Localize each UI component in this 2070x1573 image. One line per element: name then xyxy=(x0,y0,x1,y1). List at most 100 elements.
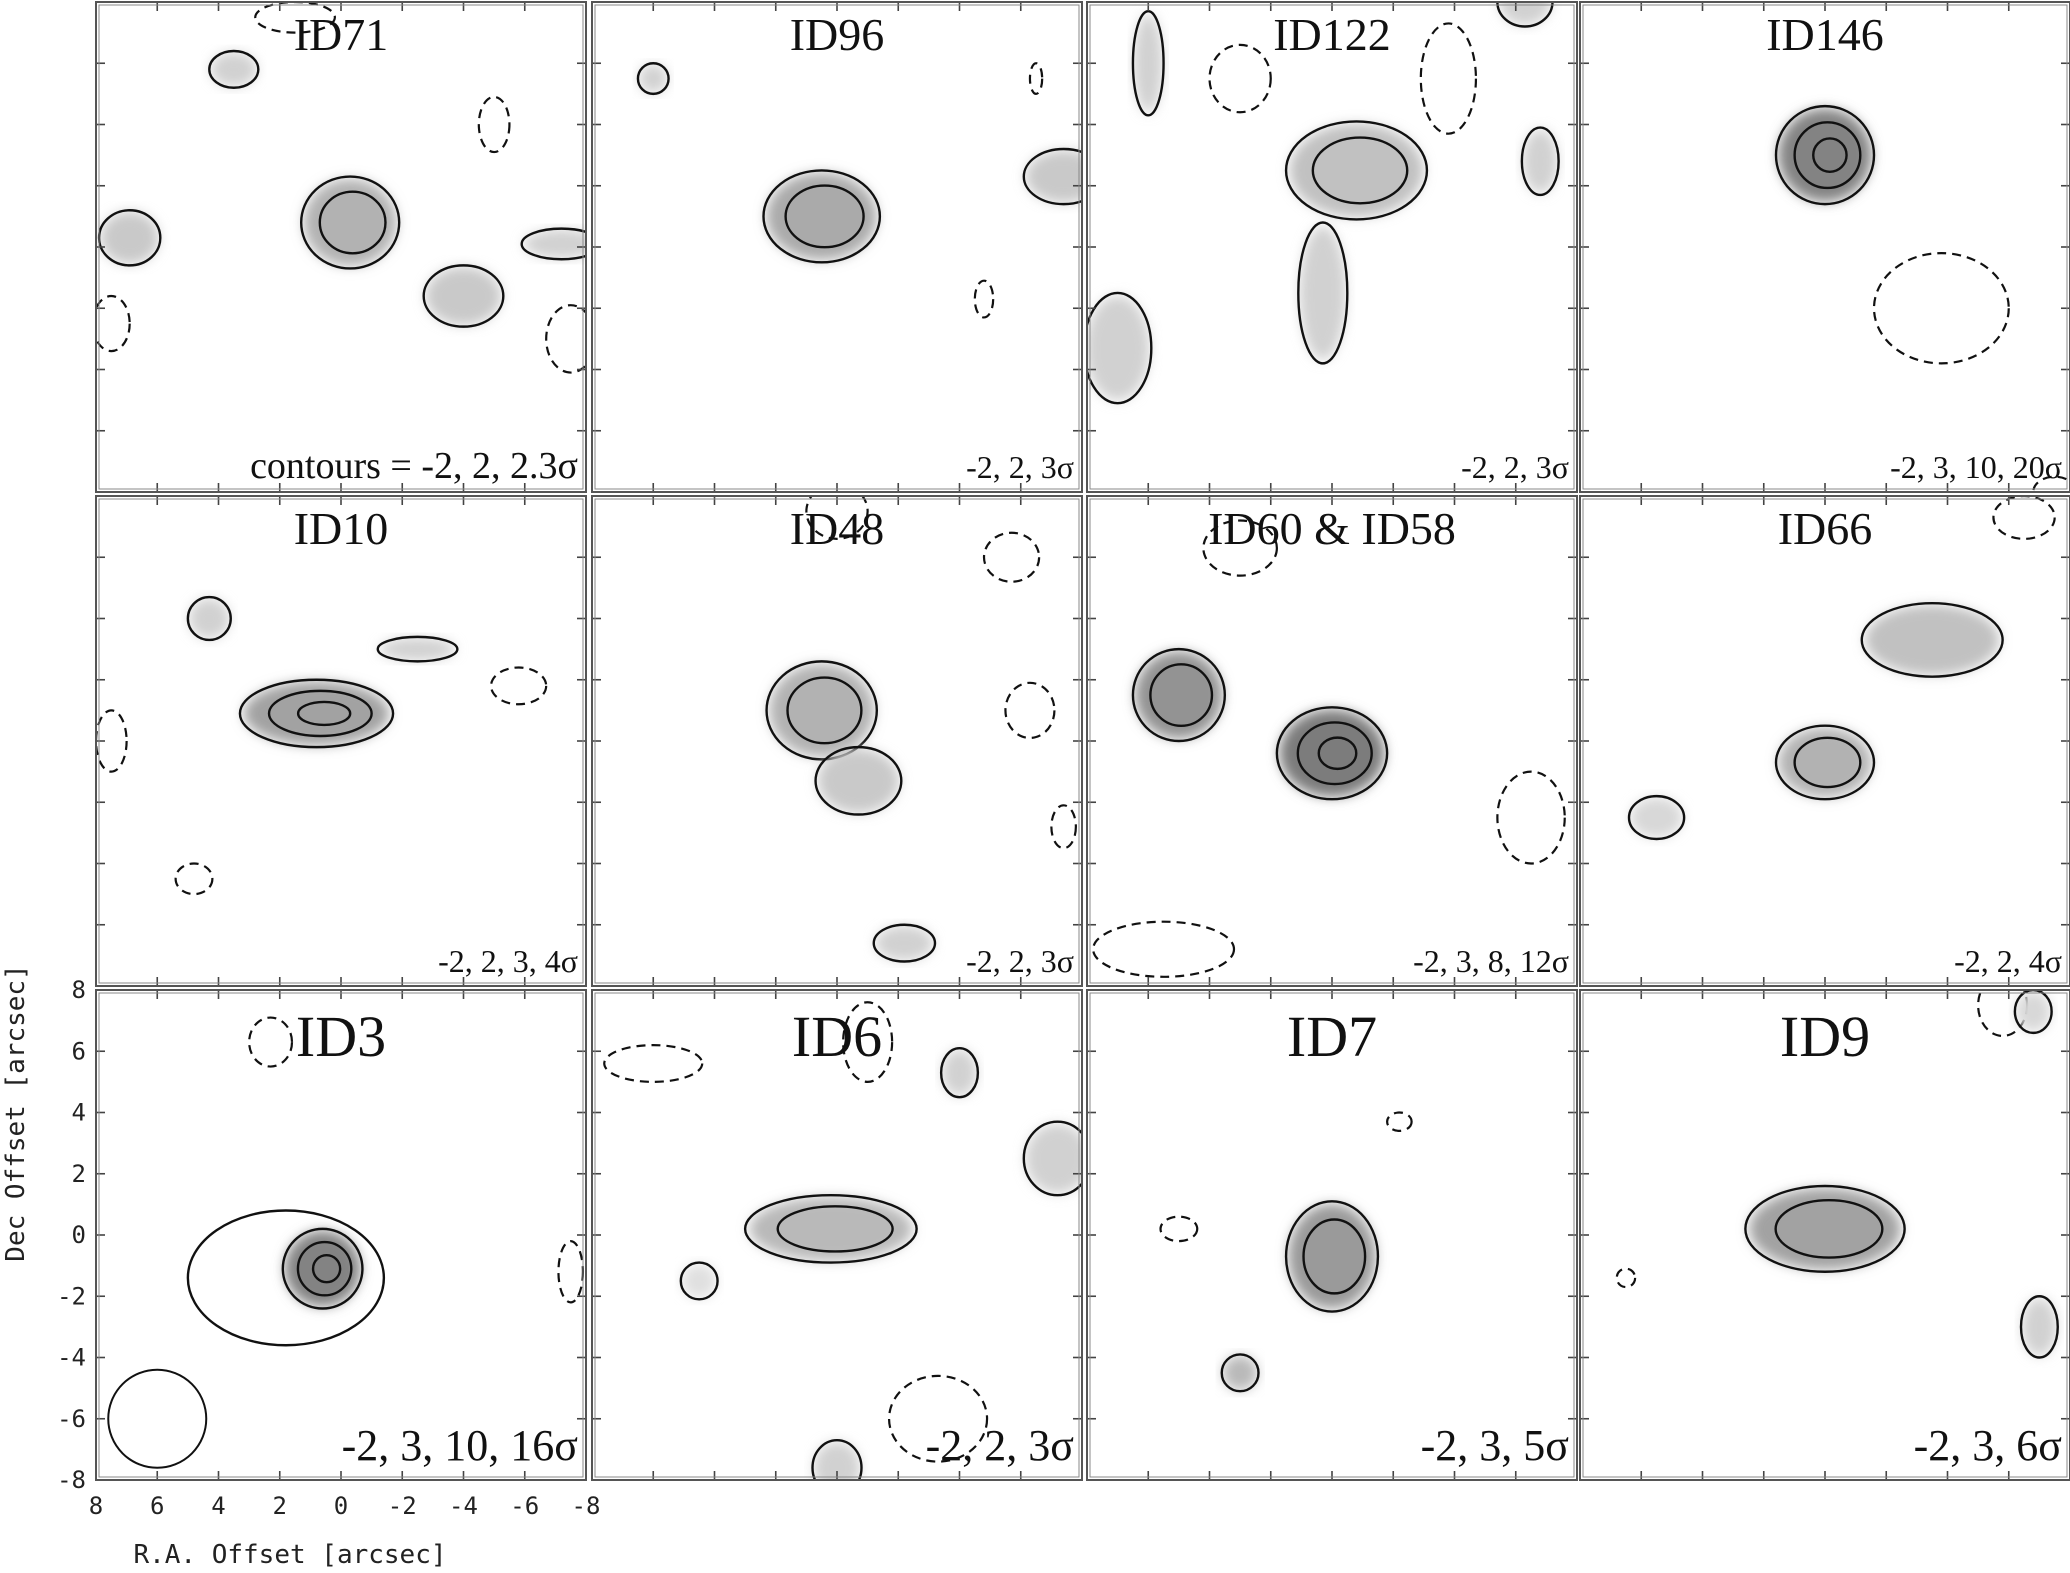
emission-shading xyxy=(942,1049,977,1096)
negative-contour xyxy=(489,666,548,706)
emission-shading xyxy=(379,637,456,661)
contour-levels-label: -2, 2, 3σ xyxy=(926,1421,1075,1470)
emission-shading xyxy=(1135,651,1223,739)
positive-contour xyxy=(776,1205,894,1253)
y-tick-label: -2 xyxy=(57,1282,86,1310)
positive-contour xyxy=(296,1240,353,1297)
contour-levels-label: -2, 3, 5σ xyxy=(1421,1421,1570,1470)
positive-contour xyxy=(814,745,903,816)
emission-shading xyxy=(284,1230,361,1307)
contour-levels-label: -2, 2, 3σ xyxy=(966,449,1074,485)
emission-shading xyxy=(210,51,258,87)
x-tick-label: 6 xyxy=(150,1492,164,1520)
panel-frame xyxy=(1086,495,1578,987)
positive-contour xyxy=(1520,126,1560,197)
negative-contour xyxy=(174,862,214,896)
panel-title: ID6 xyxy=(792,1004,882,1069)
emission-shading xyxy=(817,748,900,813)
panel-frame-inner xyxy=(594,498,1080,984)
panel: ID9 -2, 3, 6σ xyxy=(1579,989,2070,1481)
positive-contour xyxy=(939,1046,980,1099)
panel-frame xyxy=(95,1,587,493)
panel-frame-inner xyxy=(1089,992,1575,1478)
panel-frame xyxy=(95,989,587,1481)
emission-shading xyxy=(766,172,877,261)
panel: ID10 -2, 2, 3, 4σ xyxy=(95,495,587,987)
emission-shading xyxy=(638,64,668,94)
negative-contour xyxy=(1386,1111,1413,1132)
emission-shading xyxy=(1288,1204,1376,1309)
negative-contour xyxy=(477,95,511,154)
emission-shading xyxy=(1289,123,1424,217)
positive-contour xyxy=(1302,1218,1367,1295)
panel: ID122 -2, 2, 3σ xyxy=(1086,1,1578,493)
y-tick-label: -6 xyxy=(57,1405,86,1433)
panel-frame-inner xyxy=(98,498,584,984)
panel-frame xyxy=(1086,1,1578,493)
y-axis-label: Dec Offset [arcsec] xyxy=(1,964,31,1261)
negative-contour xyxy=(1092,920,1236,978)
emission-shading xyxy=(1498,2,1552,26)
positive-contour xyxy=(281,1227,364,1310)
positive-contour xyxy=(762,169,882,264)
x-axis-label: R.A. Offset [arcsec] xyxy=(133,1540,446,1570)
panel-frame-inner xyxy=(1089,498,1575,984)
positive-contour xyxy=(765,660,879,761)
y-tick-label: 4 xyxy=(72,1099,86,1127)
positive-contour xyxy=(376,635,459,663)
positive-contour xyxy=(872,923,937,963)
x-tick-label: -2 xyxy=(388,1492,417,1520)
negative-contour xyxy=(603,1044,704,1083)
negative-contour xyxy=(887,1374,989,1463)
panel-background xyxy=(96,990,586,1480)
emission-shading xyxy=(1778,727,1872,798)
beam-ellipse xyxy=(107,1368,208,1469)
x-tick-label: 2 xyxy=(273,1492,287,1520)
emission-shading xyxy=(1087,295,1150,401)
panel-frame xyxy=(95,495,587,987)
contour-levels-label: contours = -2, 2, 2.3σ xyxy=(250,445,578,487)
positive-contour xyxy=(1860,601,2004,678)
emission-shading xyxy=(243,681,390,746)
emission-shading xyxy=(1025,1123,1082,1194)
panel-title: ID66 xyxy=(1778,503,1873,554)
positive-contour xyxy=(422,264,505,328)
positive-contour xyxy=(1774,724,1876,801)
panel-frame-inner xyxy=(98,992,584,1478)
x-tick-label: -4 xyxy=(449,1492,478,1520)
negative-contour xyxy=(1615,1267,1637,1289)
contour-levels-label: -2, 2, 3σ xyxy=(966,943,1074,979)
emission-shading xyxy=(1133,13,1163,113)
positive-contour xyxy=(208,49,260,89)
contour-levels-label: -2, 3, 10, 16σ xyxy=(342,1421,579,1470)
negative-contour xyxy=(1159,1215,1199,1243)
y-tick-label: 8 xyxy=(72,976,86,1004)
positive-contour xyxy=(296,700,352,727)
panel-title: ID96 xyxy=(790,9,885,60)
emission-shading xyxy=(1299,226,1347,360)
positive-contour xyxy=(1296,721,1373,786)
y-tick-label: 0 xyxy=(72,1221,86,1249)
positive-contour xyxy=(1275,706,1389,801)
emission-shading xyxy=(1279,709,1385,797)
emission-shading xyxy=(681,1263,717,1299)
emission-shading xyxy=(749,1196,913,1261)
contour-levels-label: -2, 3, 10, 20σ xyxy=(1890,449,2062,485)
contour-levels-label: -2, 2, 3σ xyxy=(1461,449,1569,485)
emission-shading xyxy=(2021,1297,2057,1356)
positive-contour xyxy=(1297,221,1349,365)
positive-contour xyxy=(1793,736,1862,789)
positive-contour xyxy=(784,184,865,249)
emission-shading xyxy=(1522,129,1558,194)
y-tick-label: 6 xyxy=(72,1037,86,1065)
panel-background xyxy=(1580,2,2070,492)
panel-frame-inner xyxy=(1582,992,2068,1478)
panel: ID48 -2, 2, 3σ xyxy=(591,495,1083,987)
panel: ID96 -2, 2, 3σ xyxy=(591,1,1083,493)
y-tick-label: 2 xyxy=(72,1160,86,1188)
positive-contour xyxy=(311,1253,342,1284)
panel-title: ID10 xyxy=(294,503,389,554)
positive-contour xyxy=(679,1261,719,1301)
